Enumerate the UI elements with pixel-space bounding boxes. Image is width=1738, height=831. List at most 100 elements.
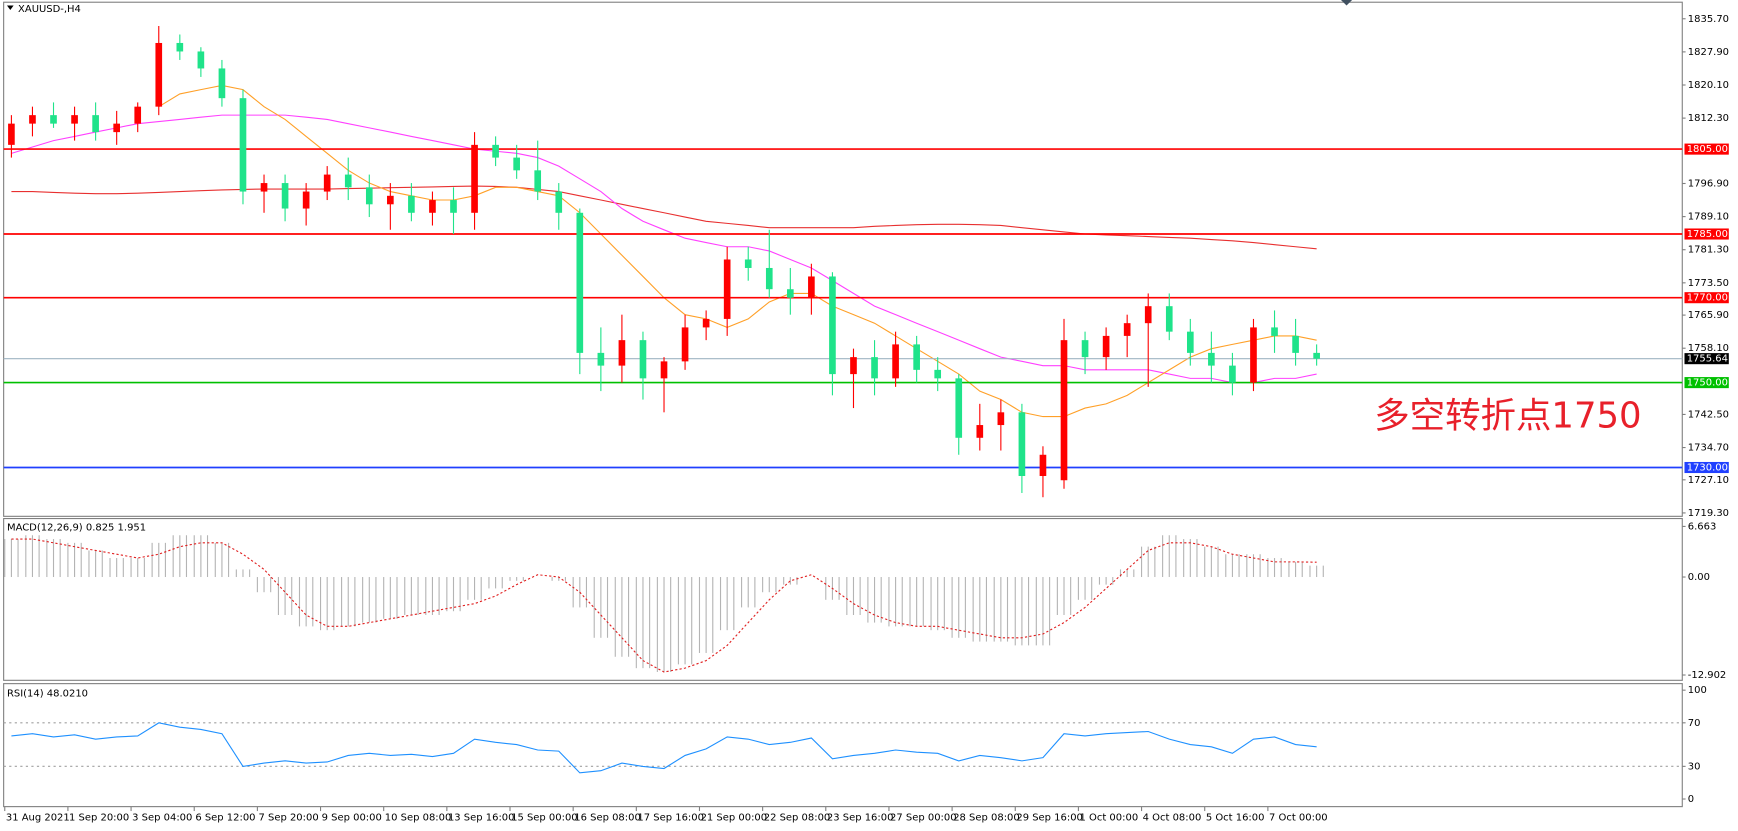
rsi-line: [11, 722, 1317, 774]
x-tick-label: 5 Oct 16:00: [1206, 813, 1265, 824]
candle-body: [29, 115, 36, 124]
current-price-label: 1755.64: [1687, 354, 1728, 365]
level-label: 1750.00: [1687, 378, 1728, 389]
candle-body: [1123, 323, 1131, 336]
x-tick-label: 22 Sep 08:00: [764, 813, 831, 824]
candle-body: [344, 174, 352, 188]
candle-body: [1292, 335, 1299, 353]
candle-body: [8, 123, 15, 145]
level-label-box: [1684, 461, 1729, 474]
candle-body: [660, 361, 668, 379]
candle-body: [850, 357, 857, 375]
y-tick-label: 1827.90: [1688, 47, 1729, 58]
shift-marker[interactable]: [1341, 0, 1353, 6]
level-label: 1805.00: [1687, 144, 1728, 155]
candle-body: [155, 42, 163, 107]
candle-body: [1039, 454, 1047, 476]
candle-body: [323, 174, 331, 192]
candle-body: [576, 212, 584, 353]
candle-body: [787, 289, 794, 298]
level-label: 1730.00: [1687, 463, 1728, 474]
candle-body: [408, 195, 415, 213]
candle-body: [1102, 335, 1110, 358]
moving-average: [11, 114, 1317, 384]
candle-body: [618, 340, 626, 366]
candle-body: [71, 115, 78, 124]
rsi-panel: [3, 683, 1683, 808]
moving-average: [158, 84, 1317, 418]
candle-body: [681, 327, 689, 362]
x-tick-label: 17 Sep 16:00: [637, 813, 704, 824]
macd-panel: [3, 517, 1683, 681]
x-tick-label: 4 Oct 08:00: [1143, 813, 1202, 824]
candle-body: [1229, 365, 1236, 383]
x-tick-label: 7 Oct 00:00: [1269, 813, 1328, 824]
current-price-box: [1684, 353, 1729, 365]
level-label-box: [1684, 377, 1729, 389]
candle-body: [302, 191, 310, 209]
y-tick-label: 1773.50: [1688, 278, 1729, 289]
candle-body: [702, 318, 710, 328]
candle-body: [765, 267, 773, 290]
macd-title: MACD(12,26,9) 0.825 1.951: [7, 522, 146, 533]
y-tick-label: 70: [1688, 718, 1701, 729]
x-tick-label: 7 Sep 20:00: [258, 813, 318, 824]
symbol-title: XAUUSD-,H4: [18, 4, 81, 15]
y-tick-label: 1835.70: [1688, 14, 1729, 25]
candle-body: [50, 115, 57, 124]
level-label: 1785.00: [1687, 229, 1728, 240]
candle-body: [218, 68, 226, 99]
annotation: 多空转折点1750: [1374, 396, 1641, 437]
candle-body: [1144, 306, 1152, 324]
candle-body: [871, 357, 878, 379]
y-tick-label: 30: [1688, 761, 1701, 772]
y-tick-label: 1742.50: [1688, 409, 1729, 420]
candle-body: [113, 123, 120, 133]
y-tick-label: 1765.90: [1688, 310, 1729, 321]
candle-body: [1271, 327, 1278, 336]
candle-body: [450, 200, 457, 213]
candle-body: [429, 200, 436, 213]
y-tick-label: 1781.30: [1688, 245, 1729, 256]
candle-body: [387, 195, 394, 205]
y-tick-label: 1789.10: [1688, 212, 1729, 223]
candle-body: [955, 378, 963, 438]
candle-body: [1186, 331, 1194, 353]
y-tick-label: 0.00: [1688, 572, 1710, 583]
y-tick-label: 1820.10: [1688, 80, 1729, 91]
x-tick-label: 3 Sep 04:00: [132, 813, 192, 824]
x-tick-label: 15 Sep 00:00: [511, 813, 578, 824]
x-tick-label: 9 Sep 00:00: [322, 813, 382, 824]
candle-body: [1081, 340, 1089, 358]
candle-body: [534, 170, 542, 192]
y-tick-label: 1727.10: [1688, 475, 1729, 486]
candle-body: [513, 157, 520, 171]
x-tick-label: 6 Sep 12:00: [195, 813, 255, 824]
y-tick-label: 1719.30: [1688, 508, 1729, 519]
x-tick-label: 31 Aug 2021: [6, 813, 70, 824]
level-label-box: [1684, 292, 1729, 304]
x-tick-label: 13 Sep 16:00: [448, 813, 515, 824]
candle-body: [934, 369, 942, 379]
y-tick-label: 1758.10: [1688, 343, 1729, 354]
y-tick-label: 6.663: [1688, 521, 1717, 532]
candle-body: [1060, 340, 1068, 481]
rsi-title: RSI(14) 48.0210: [7, 689, 88, 700]
candle-body: [892, 344, 899, 379]
y-tick-label: 0: [1688, 794, 1694, 805]
menu-arrow[interactable]: [6, 5, 14, 10]
x-tick-label: 23 Sep 16:00: [827, 813, 894, 824]
y-tick-label: 100: [1688, 685, 1707, 696]
y-tick-label: 1796.90: [1688, 178, 1729, 189]
x-tick-label: 10 Sep 08:00: [385, 813, 452, 824]
candle-body: [1250, 327, 1257, 383]
candle-body: [1165, 306, 1173, 332]
candle-body: [134, 106, 142, 124]
candle-body: [471, 144, 478, 213]
y-tick-label: 1734.70: [1688, 443, 1729, 454]
candle-body: [365, 187, 373, 205]
candle-body: [913, 344, 920, 370]
x-tick-label: 1 Oct 00:00: [1080, 813, 1139, 824]
